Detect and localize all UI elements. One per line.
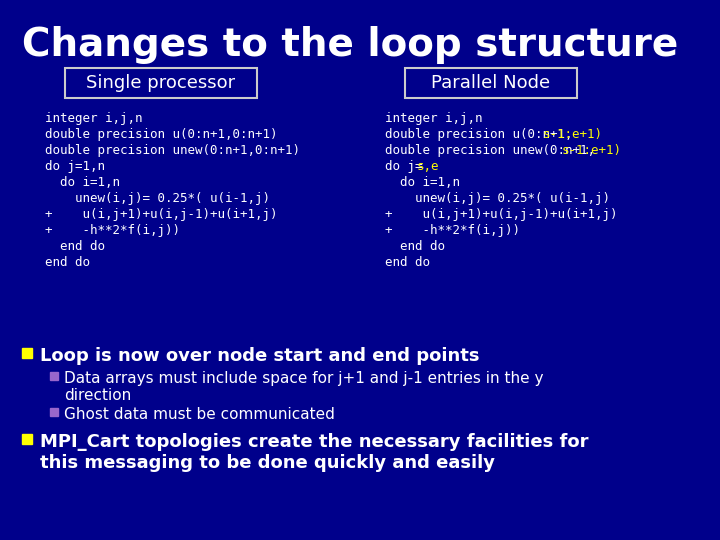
Bar: [65, 68, 257, 98]
Text: Data arrays must include space for j+1 and j-1 entries in the y
direction: Data arrays must include space for j+1 a…: [64, 371, 544, 403]
Text: unew(i,j)= 0.25*( u(i-1,j): unew(i,j)= 0.25*( u(i-1,j): [385, 192, 610, 205]
Text: integer i,j,n: integer i,j,n: [45, 112, 143, 125]
Text: double precision u(0:n+1,0:n+1): double precision u(0:n+1,0:n+1): [45, 128, 277, 141]
Text: end do: end do: [385, 240, 445, 253]
Text: end do: end do: [385, 256, 430, 269]
Bar: [22, 434, 32, 444]
Bar: [22, 348, 32, 358]
Text: double precision unew(0:n+1,0:n+1): double precision unew(0:n+1,0:n+1): [45, 144, 300, 157]
Text: s-1:e+1): s-1:e+1): [562, 144, 621, 157]
Text: double precision unew(0:n+1,: double precision unew(0:n+1,: [385, 144, 595, 157]
Text: do i=1,n: do i=1,n: [385, 176, 460, 189]
Text: +    u(i,j+1)+u(i,j-1)+u(i+1,j): + u(i,j+1)+u(i,j-1)+u(i+1,j): [385, 208, 618, 221]
Text: end do: end do: [45, 240, 105, 253]
Text: s,e: s,e: [416, 160, 439, 173]
Text: +    u(i,j+1)+u(i,j-1)+u(i+1,j): + u(i,j+1)+u(i,j-1)+u(i+1,j): [45, 208, 277, 221]
Text: Ghost data must be communicated: Ghost data must be communicated: [64, 407, 335, 422]
Text: end do: end do: [45, 256, 90, 269]
Text: integer i,j,n: integer i,j,n: [385, 112, 482, 125]
Text: Loop is now over node start and end points: Loop is now over node start and end poin…: [40, 347, 480, 365]
Text: do i=1,n: do i=1,n: [45, 176, 120, 189]
Bar: [50, 372, 58, 380]
Text: +    -h**2*f(i,j)): + -h**2*f(i,j)): [385, 224, 520, 237]
Text: unew(i,j)= 0.25*( u(i-1,j): unew(i,j)= 0.25*( u(i-1,j): [45, 192, 270, 205]
Text: s-1:e+1): s-1:e+1): [542, 128, 603, 141]
Bar: [405, 68, 577, 98]
Text: do j=1,n: do j=1,n: [45, 160, 105, 173]
Text: do j=: do j=: [385, 160, 423, 173]
Text: +    -h**2*f(i,j)): + -h**2*f(i,j)): [45, 224, 180, 237]
Text: MPI_Cart topologies create the necessary facilities for
this messaging to be don: MPI_Cart topologies create the necessary…: [40, 433, 588, 472]
Text: double precision u(0:n+1,: double precision u(0:n+1,: [385, 128, 572, 141]
Text: Changes to the loop structure: Changes to the loop structure: [22, 26, 678, 64]
Text: Single processor: Single processor: [86, 74, 235, 92]
Bar: [50, 408, 58, 416]
Text: Parallel Node: Parallel Node: [431, 74, 551, 92]
